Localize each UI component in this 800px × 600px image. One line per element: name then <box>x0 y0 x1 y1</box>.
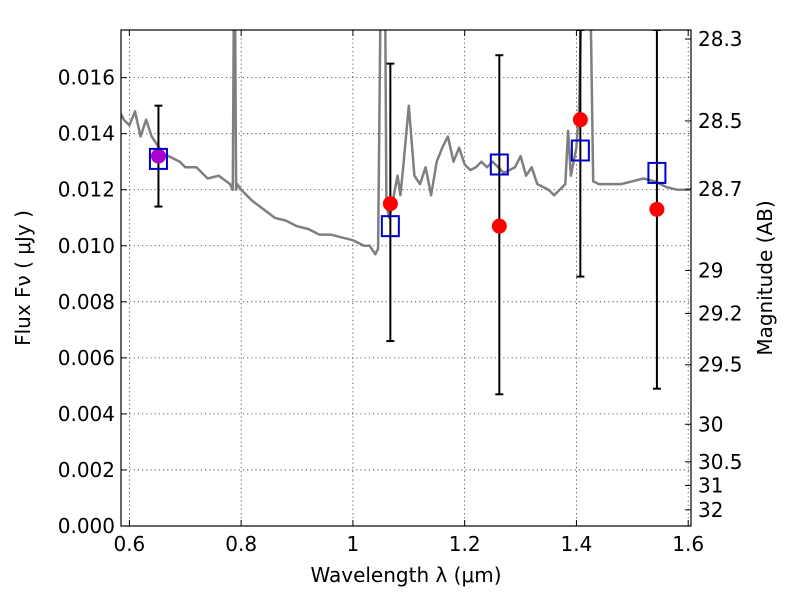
error-bars <box>154 30 661 396</box>
observed-point <box>491 218 507 234</box>
spectrum-line <box>121 30 691 256</box>
y-tick-label: 0.000 <box>58 514 115 538</box>
x-tick-label: 0.8 <box>225 532 257 556</box>
grid <box>121 30 691 526</box>
x-axis: 0.6 0.8 1 1.2 1.4 1.6 <box>113 30 704 556</box>
model-photometry-point <box>148 147 168 170</box>
y2-tick-label: 29.2 <box>698 301 743 325</box>
x-tick-label: 0.6 <box>113 532 145 556</box>
y2-tick-label: 29.5 <box>698 353 743 377</box>
y-tick-label: 0.014 <box>58 122 115 146</box>
plot-frame <box>120 29 692 527</box>
y2-tick-label: 30 <box>698 412 723 436</box>
x-tick-label: 1 <box>347 532 360 556</box>
y-axis-left: 0.000 0.002 0.004 0.006 0.008 0.010 0.012 0.014… <box>58 66 127 538</box>
model-photometry-point <box>570 139 590 162</box>
observed-point <box>382 196 398 212</box>
y2-tick-label: 30.5 <box>698 450 743 474</box>
y2-tick-label: 31 <box>698 473 723 497</box>
y-tick-label: 0.010 <box>58 234 115 258</box>
model-photometry-point <box>489 153 509 176</box>
y-tick-label: 0.012 <box>58 178 115 202</box>
y2-tick-label: 28.7 <box>698 177 743 201</box>
x-tick-label: 1.6 <box>672 532 704 556</box>
y-tick-label: 0.006 <box>58 346 115 370</box>
observed-point <box>649 201 665 217</box>
model-spectrum <box>121 30 691 256</box>
observed-point <box>572 112 588 128</box>
y-tick-label: 0.002 <box>58 458 115 482</box>
observed-points <box>150 112 665 234</box>
y-tick-label: 0.016 <box>58 66 115 90</box>
y2-tick-label: 29 <box>698 258 723 282</box>
model-photometry-points <box>148 139 667 238</box>
y-tick-label: 0.008 <box>58 290 115 314</box>
observed-point <box>150 148 166 164</box>
y2-tick-label: 32 <box>698 498 723 522</box>
y2-tick-label: 28.3 <box>698 27 743 51</box>
model-photometry-point <box>380 215 400 238</box>
x-tick-label: 1.4 <box>561 532 593 556</box>
model-photometry-point <box>647 161 667 184</box>
y2-axis-label: Magnitude (AB) <box>753 200 777 355</box>
y-tick-label: 0.004 <box>58 402 115 426</box>
x-axis-label: Wavelength λ (μm) <box>310 563 501 587</box>
y-axis-label: Flux Fν ( μJy ) <box>11 210 35 346</box>
y2-tick-label: 28.5 <box>698 109 743 133</box>
x-tick-label: 1.2 <box>449 532 481 556</box>
